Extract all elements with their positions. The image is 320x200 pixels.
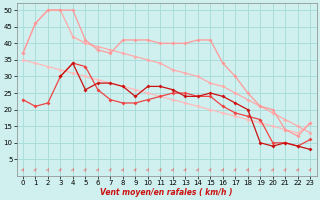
X-axis label: Vent moyen/en rafales ( km/h ): Vent moyen/en rafales ( km/h ): [100, 188, 233, 197]
